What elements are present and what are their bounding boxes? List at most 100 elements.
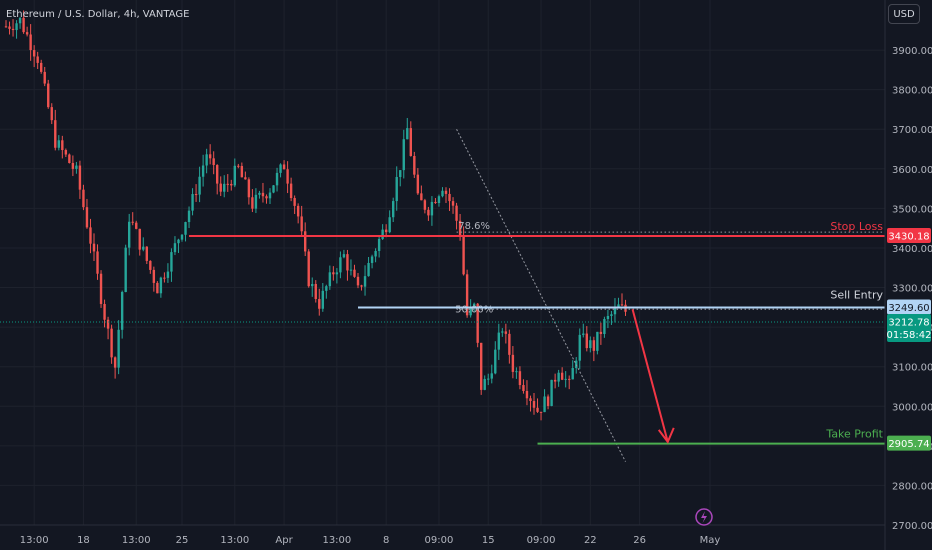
candle-body <box>363 276 367 287</box>
candle-body <box>152 269 156 283</box>
candle-body <box>261 192 265 197</box>
candle-body <box>32 50 36 57</box>
candle-body <box>237 165 240 167</box>
candle-body <box>367 262 370 277</box>
candle-body <box>444 190 448 194</box>
candle-body <box>113 357 117 368</box>
candle-body <box>381 229 384 239</box>
candle-body <box>103 303 106 320</box>
candle-body <box>416 174 420 194</box>
candle-body <box>233 165 236 186</box>
candle-body <box>268 192 272 199</box>
candle-body <box>539 411 543 413</box>
candle-body <box>170 252 173 272</box>
candle-body <box>187 210 191 223</box>
time-axis-tick: 15 <box>482 535 495 546</box>
candle-body <box>230 183 233 186</box>
candle-body <box>487 378 490 380</box>
candle-body <box>321 290 324 309</box>
time-axis-tick: Apr <box>275 535 293 546</box>
candle-body <box>300 216 303 232</box>
candle-body <box>617 304 620 308</box>
candle-body <box>557 372 560 382</box>
candle-body <box>568 378 571 380</box>
stop-loss-price-tag-text: 3430.18 <box>888 232 929 243</box>
candle-body <box>353 269 356 277</box>
currency-button[interactable]: USD <box>888 4 920 24</box>
candle-body <box>275 172 279 186</box>
candle-body <box>208 154 212 159</box>
candle-body <box>36 56 39 63</box>
candle-body <box>201 165 205 177</box>
candle-body <box>448 193 451 202</box>
last-price-tag <box>887 314 931 343</box>
price-axis-tick: 3400.00 <box>892 244 932 255</box>
price-axis-tick: 2800.00 <box>892 481 932 492</box>
candle-body <box>571 368 574 380</box>
price-axis-tick: 3800.00 <box>892 86 932 97</box>
candle-body <box>265 196 268 199</box>
candle-body <box>402 139 405 171</box>
candle-body <box>156 282 159 294</box>
take-profit-price-tag <box>887 435 931 451</box>
candle-body <box>328 272 332 287</box>
candle-body <box>29 34 32 51</box>
lightning-icon[interactable] <box>695 508 713 526</box>
candle-body <box>575 360 578 369</box>
candle-body <box>50 107 53 121</box>
candle-body <box>163 277 166 279</box>
symbol-title: Ethereum / U.S. Dollar, 4h, VANTAGE <box>6 9 189 20</box>
price-axis-tick: 3300.00 <box>892 284 932 295</box>
candle-body <box>307 251 310 287</box>
candle-body <box>599 331 603 335</box>
candle-body <box>356 276 360 286</box>
time-axis-tick: 18 <box>77 535 90 546</box>
sell-entry-price-tag <box>887 299 931 315</box>
candle-body <box>536 407 539 412</box>
candle-body <box>64 150 68 155</box>
candle-body <box>106 319 110 329</box>
candle-body <box>194 194 198 196</box>
take-profit-label: Take Profit <box>825 428 883 441</box>
candle-body <box>110 328 113 358</box>
candle-body <box>18 17 22 24</box>
candle-body <box>57 140 60 148</box>
candle-body <box>99 273 103 304</box>
sell-entry-label: Sell Entry <box>830 288 883 301</box>
candle-body <box>592 340 596 351</box>
price-axis-tick: 3000.00 <box>892 402 932 413</box>
candle-body <box>128 221 131 248</box>
candle-body <box>11 28 15 31</box>
candle-body <box>4 26 8 28</box>
candle-body <box>603 319 606 335</box>
candle-body <box>613 307 617 315</box>
candle-body <box>529 398 532 402</box>
candle-body <box>325 286 328 291</box>
price-axis-tick: 3600.00 <box>892 165 932 176</box>
candle-body <box>610 314 613 316</box>
candle-body <box>304 231 307 252</box>
price-axis-tick: 3700.00 <box>892 125 932 136</box>
candle-body <box>311 283 314 287</box>
candle-body <box>346 254 349 271</box>
candle-body <box>286 169 289 184</box>
candle-body <box>296 205 300 217</box>
time-axis-tick: 26 <box>633 535 646 546</box>
candle-body <box>177 239 180 244</box>
candle-body <box>423 200 427 210</box>
candle-body <box>472 303 476 307</box>
candle-body <box>374 250 377 257</box>
projection-arrow-shaft <box>631 309 669 443</box>
candle-body <box>212 158 215 166</box>
candle-body <box>582 333 585 335</box>
candle-body <box>525 390 529 399</box>
candle-body <box>219 183 222 192</box>
candle-body <box>522 385 525 391</box>
candle-body <box>392 201 395 218</box>
candle-body <box>117 329 120 368</box>
candle-body <box>22 17 25 33</box>
candle-body <box>342 254 346 258</box>
candle-body <box>511 354 515 372</box>
candle-body <box>335 272 339 275</box>
